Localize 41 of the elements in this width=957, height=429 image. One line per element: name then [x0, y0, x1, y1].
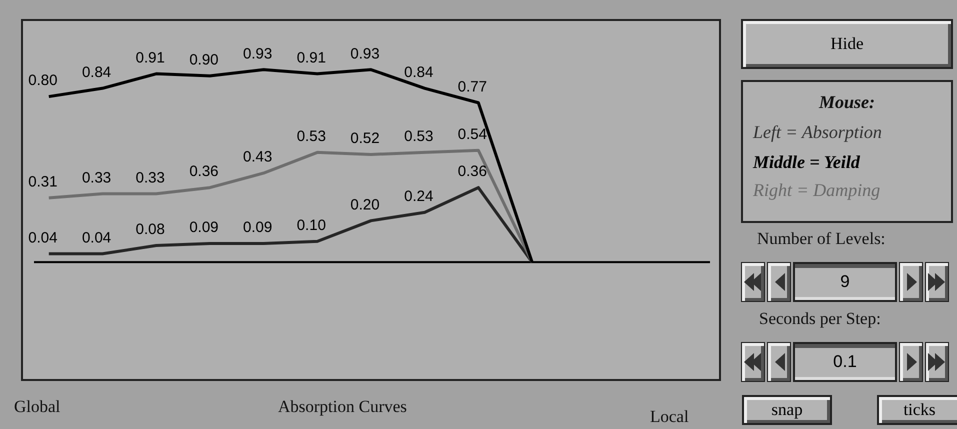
data-label: 0.84: [404, 64, 434, 81]
data-label: 0.08: [136, 221, 165, 238]
data-label: 0.09: [243, 219, 272, 236]
text: Right = Damping: [753, 180, 880, 201]
text: 0.1: [793, 342, 897, 382]
text: Local: [650, 407, 689, 427]
data-label: 0.04: [28, 229, 58, 246]
data-label: 0.43: [243, 148, 272, 166]
text: Mouse:: [818, 92, 876, 113]
data-label: 0.31: [28, 174, 58, 191]
text: Number of Levels:: [757, 229, 886, 249]
data-label: 0.54: [458, 126, 487, 143]
data-label: 0.90: [189, 52, 219, 69]
data-label: 0.36: [458, 163, 487, 180]
data-label: 0.91: [136, 49, 165, 66]
text: Global: [14, 397, 60, 417]
data-label: 0.36: [189, 163, 219, 180]
data-label: 0.80: [28, 72, 58, 90]
text: 9: [793, 262, 897, 302]
x-axis-title: Absorption Curves: [278, 397, 407, 417]
text: Seconds per Step:: [759, 309, 881, 329]
text: snap: [742, 395, 832, 425]
data-label: 0.93: [243, 45, 272, 62]
data-label: 0.09: [189, 219, 219, 236]
data-label: 0.10: [296, 217, 326, 234]
data-label: 0.53: [404, 128, 434, 146]
text: Hide: [741, 19, 953, 69]
data-label: 0.04: [82, 229, 112, 246]
data-label: 0.20: [350, 196, 380, 214]
text: Middle = Yeild: [753, 152, 860, 173]
data-label: 0.33: [82, 169, 112, 186]
text: Left = Absorption: [753, 122, 882, 143]
data-label: 0.53: [296, 128, 326, 146]
data-label: 0.93: [350, 45, 380, 62]
data-label: 0.24: [404, 188, 434, 206]
data-label: 0.33: [136, 169, 165, 186]
data-label: 0.91: [296, 49, 326, 66]
data-label: 0.52: [350, 130, 380, 148]
data-label: 0.84: [82, 64, 112, 81]
text: ticks: [877, 395, 957, 425]
data-label: 0.77: [458, 78, 487, 96]
